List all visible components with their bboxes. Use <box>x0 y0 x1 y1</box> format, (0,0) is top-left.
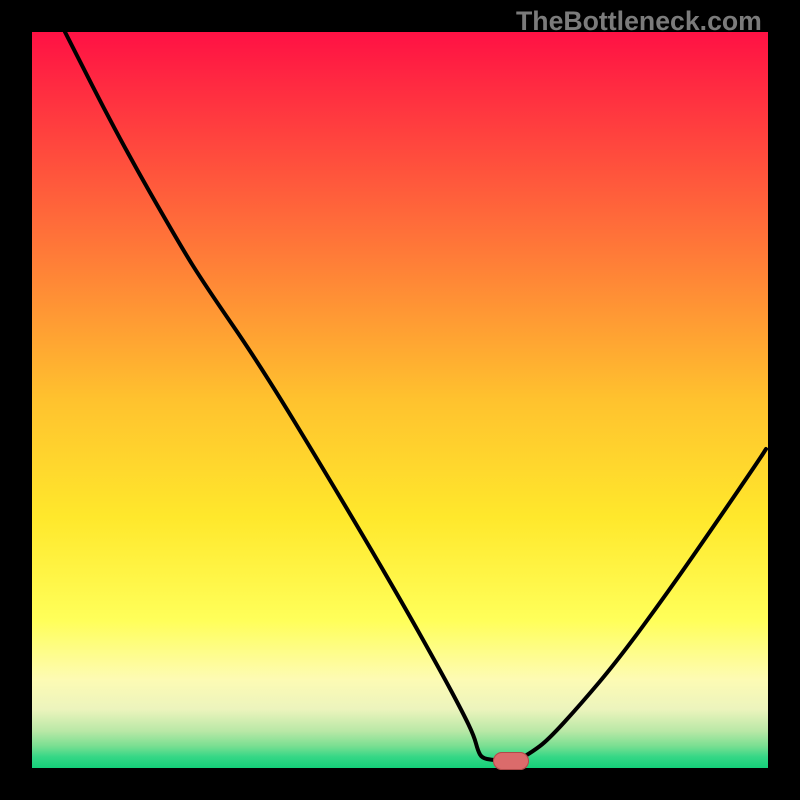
chart-root: TheBottleneck.com <box>0 0 800 800</box>
curve-path <box>65 32 766 760</box>
bottleneck-curve <box>32 32 768 768</box>
watermark-text: TheBottleneck.com <box>516 6 762 37</box>
plot-area <box>32 32 768 768</box>
optimum-marker <box>493 752 529 770</box>
